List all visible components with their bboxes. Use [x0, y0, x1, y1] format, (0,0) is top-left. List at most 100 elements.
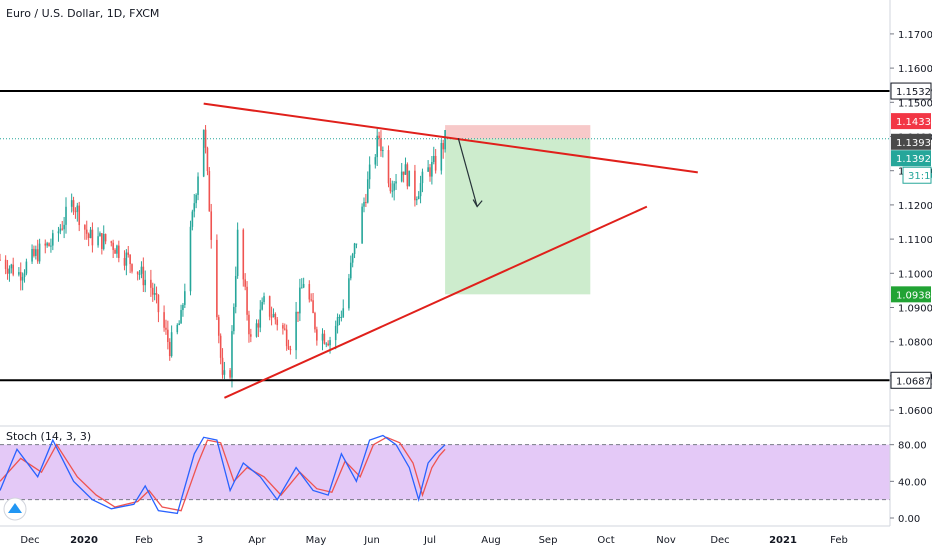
- time-label: Dec: [710, 535, 729, 546]
- candle-body: [99, 233, 101, 237]
- candle-body: [334, 325, 337, 341]
- candle-body: [393, 183, 395, 191]
- candle-body: [208, 171, 211, 212]
- candle-body: [52, 233, 54, 246]
- candle-body: [191, 211, 194, 227]
- candle-body: [442, 142, 445, 150]
- candle-body: [295, 311, 297, 351]
- drawings[interactable]: [0, 90, 890, 399]
- candle-body: [50, 245, 52, 247]
- candle-body: [165, 327, 167, 330]
- candle-body: [338, 317, 341, 319]
- candle-body: [380, 138, 382, 151]
- target-badge-box: [891, 286, 931, 303]
- candle-body: [70, 200, 73, 207]
- time-label: 2021: [769, 535, 797, 546]
- time-label: Jun: [363, 535, 380, 546]
- candle-body: [263, 296, 265, 302]
- support-badge: 1.06872: [896, 376, 932, 387]
- time-label: Oct: [597, 535, 614, 546]
- candle-body: [248, 314, 250, 335]
- candle-body: [202, 129, 205, 177]
- candle-body: [102, 234, 105, 249]
- time-label: Jul: [423, 535, 436, 546]
- candle-body: [184, 291, 186, 305]
- stop-badge-box: [891, 113, 931, 130]
- candle-body: [348, 278, 350, 309]
- candle-body: [10, 264, 13, 269]
- candle-body: [246, 286, 248, 315]
- candle-body: [91, 229, 94, 246]
- candle-body: [167, 329, 169, 342]
- candle-body: [138, 273, 141, 275]
- candle-body: [31, 248, 33, 262]
- stoch-tick-label: 80.00: [898, 441, 927, 452]
- candle-body: [36, 249, 39, 262]
- candle-body: [283, 328, 286, 330]
- time-label: Feb: [830, 535, 848, 546]
- candle-body: [395, 181, 397, 184]
- time-label: 3: [197, 535, 203, 546]
- candle-body: [136, 271, 139, 275]
- last-price-badge-box: [891, 150, 931, 167]
- candle-body: [323, 333, 326, 344]
- candle-body: [408, 170, 411, 187]
- target-badge: 1.09385: [896, 290, 932, 301]
- candle-body: [299, 287, 301, 314]
- candle-body: [116, 245, 118, 254]
- candle-body: [431, 161, 433, 177]
- candle-body: [355, 243, 358, 245]
- time-label: Nov: [656, 535, 676, 546]
- stochastic-pane: [0, 425, 890, 515]
- candle-body: [363, 202, 365, 207]
- candle-body: [19, 272, 22, 281]
- candle-body: [87, 233, 90, 239]
- candle-body: [236, 229, 239, 277]
- candle-body: [434, 155, 437, 171]
- candle-body: [366, 179, 369, 203]
- candle-body: [114, 249, 116, 254]
- countdown-badge: 31:16: [908, 171, 932, 182]
- price-tick-label: 1.16000: [898, 64, 932, 75]
- candle-body: [176, 324, 179, 333]
- candle-body: [389, 183, 392, 192]
- candle-body: [342, 308, 345, 317]
- candle-body: [85, 229, 88, 234]
- candle-body: [57, 231, 60, 234]
- stoch-tick-label: 0.00: [898, 514, 920, 525]
- stoch-tick-label: 40.00: [898, 477, 927, 488]
- candle-body: [101, 233, 103, 249]
- candle-body: [89, 229, 92, 239]
- candle-body: [168, 341, 171, 357]
- candle-body: [287, 346, 290, 349]
- entry-badge-box: [891, 133, 931, 150]
- candle-body: [391, 190, 394, 192]
- time-label: Aug: [481, 535, 501, 546]
- candle-body: [242, 229, 245, 280]
- candle-body: [417, 196, 420, 200]
- candle-body: [340, 316, 343, 318]
- stoch-band: [0, 444, 890, 500]
- candle-body: [189, 226, 192, 292]
- candle-body: [163, 312, 165, 328]
- candle-body: [78, 205, 81, 226]
- time-label: 2020: [70, 535, 98, 546]
- candle-body: [0, 259, 1, 261]
- stoch-k-line: [0, 434, 446, 515]
- candle-body: [217, 317, 220, 336]
- candle-body: [223, 370, 226, 375]
- candle-body: [206, 147, 209, 172]
- candle-body: [144, 279, 147, 286]
- symbol-title[interactable]: Euro / U.S. Dollar, 1D, FXCM: [6, 7, 160, 20]
- projection-arrow-head: [472, 199, 483, 208]
- candle-body: [268, 296, 271, 317]
- candle-body: [361, 206, 363, 244]
- candle-body: [444, 130, 446, 150]
- time-label: May: [306, 535, 327, 546]
- candle-body: [382, 150, 384, 152]
- indicator-title[interactable]: Stoch (14, 3, 3): [6, 430, 92, 443]
- candle-body: [404, 164, 407, 175]
- candle-body: [182, 304, 184, 311]
- price-tick-label: 1.08000: [898, 338, 932, 349]
